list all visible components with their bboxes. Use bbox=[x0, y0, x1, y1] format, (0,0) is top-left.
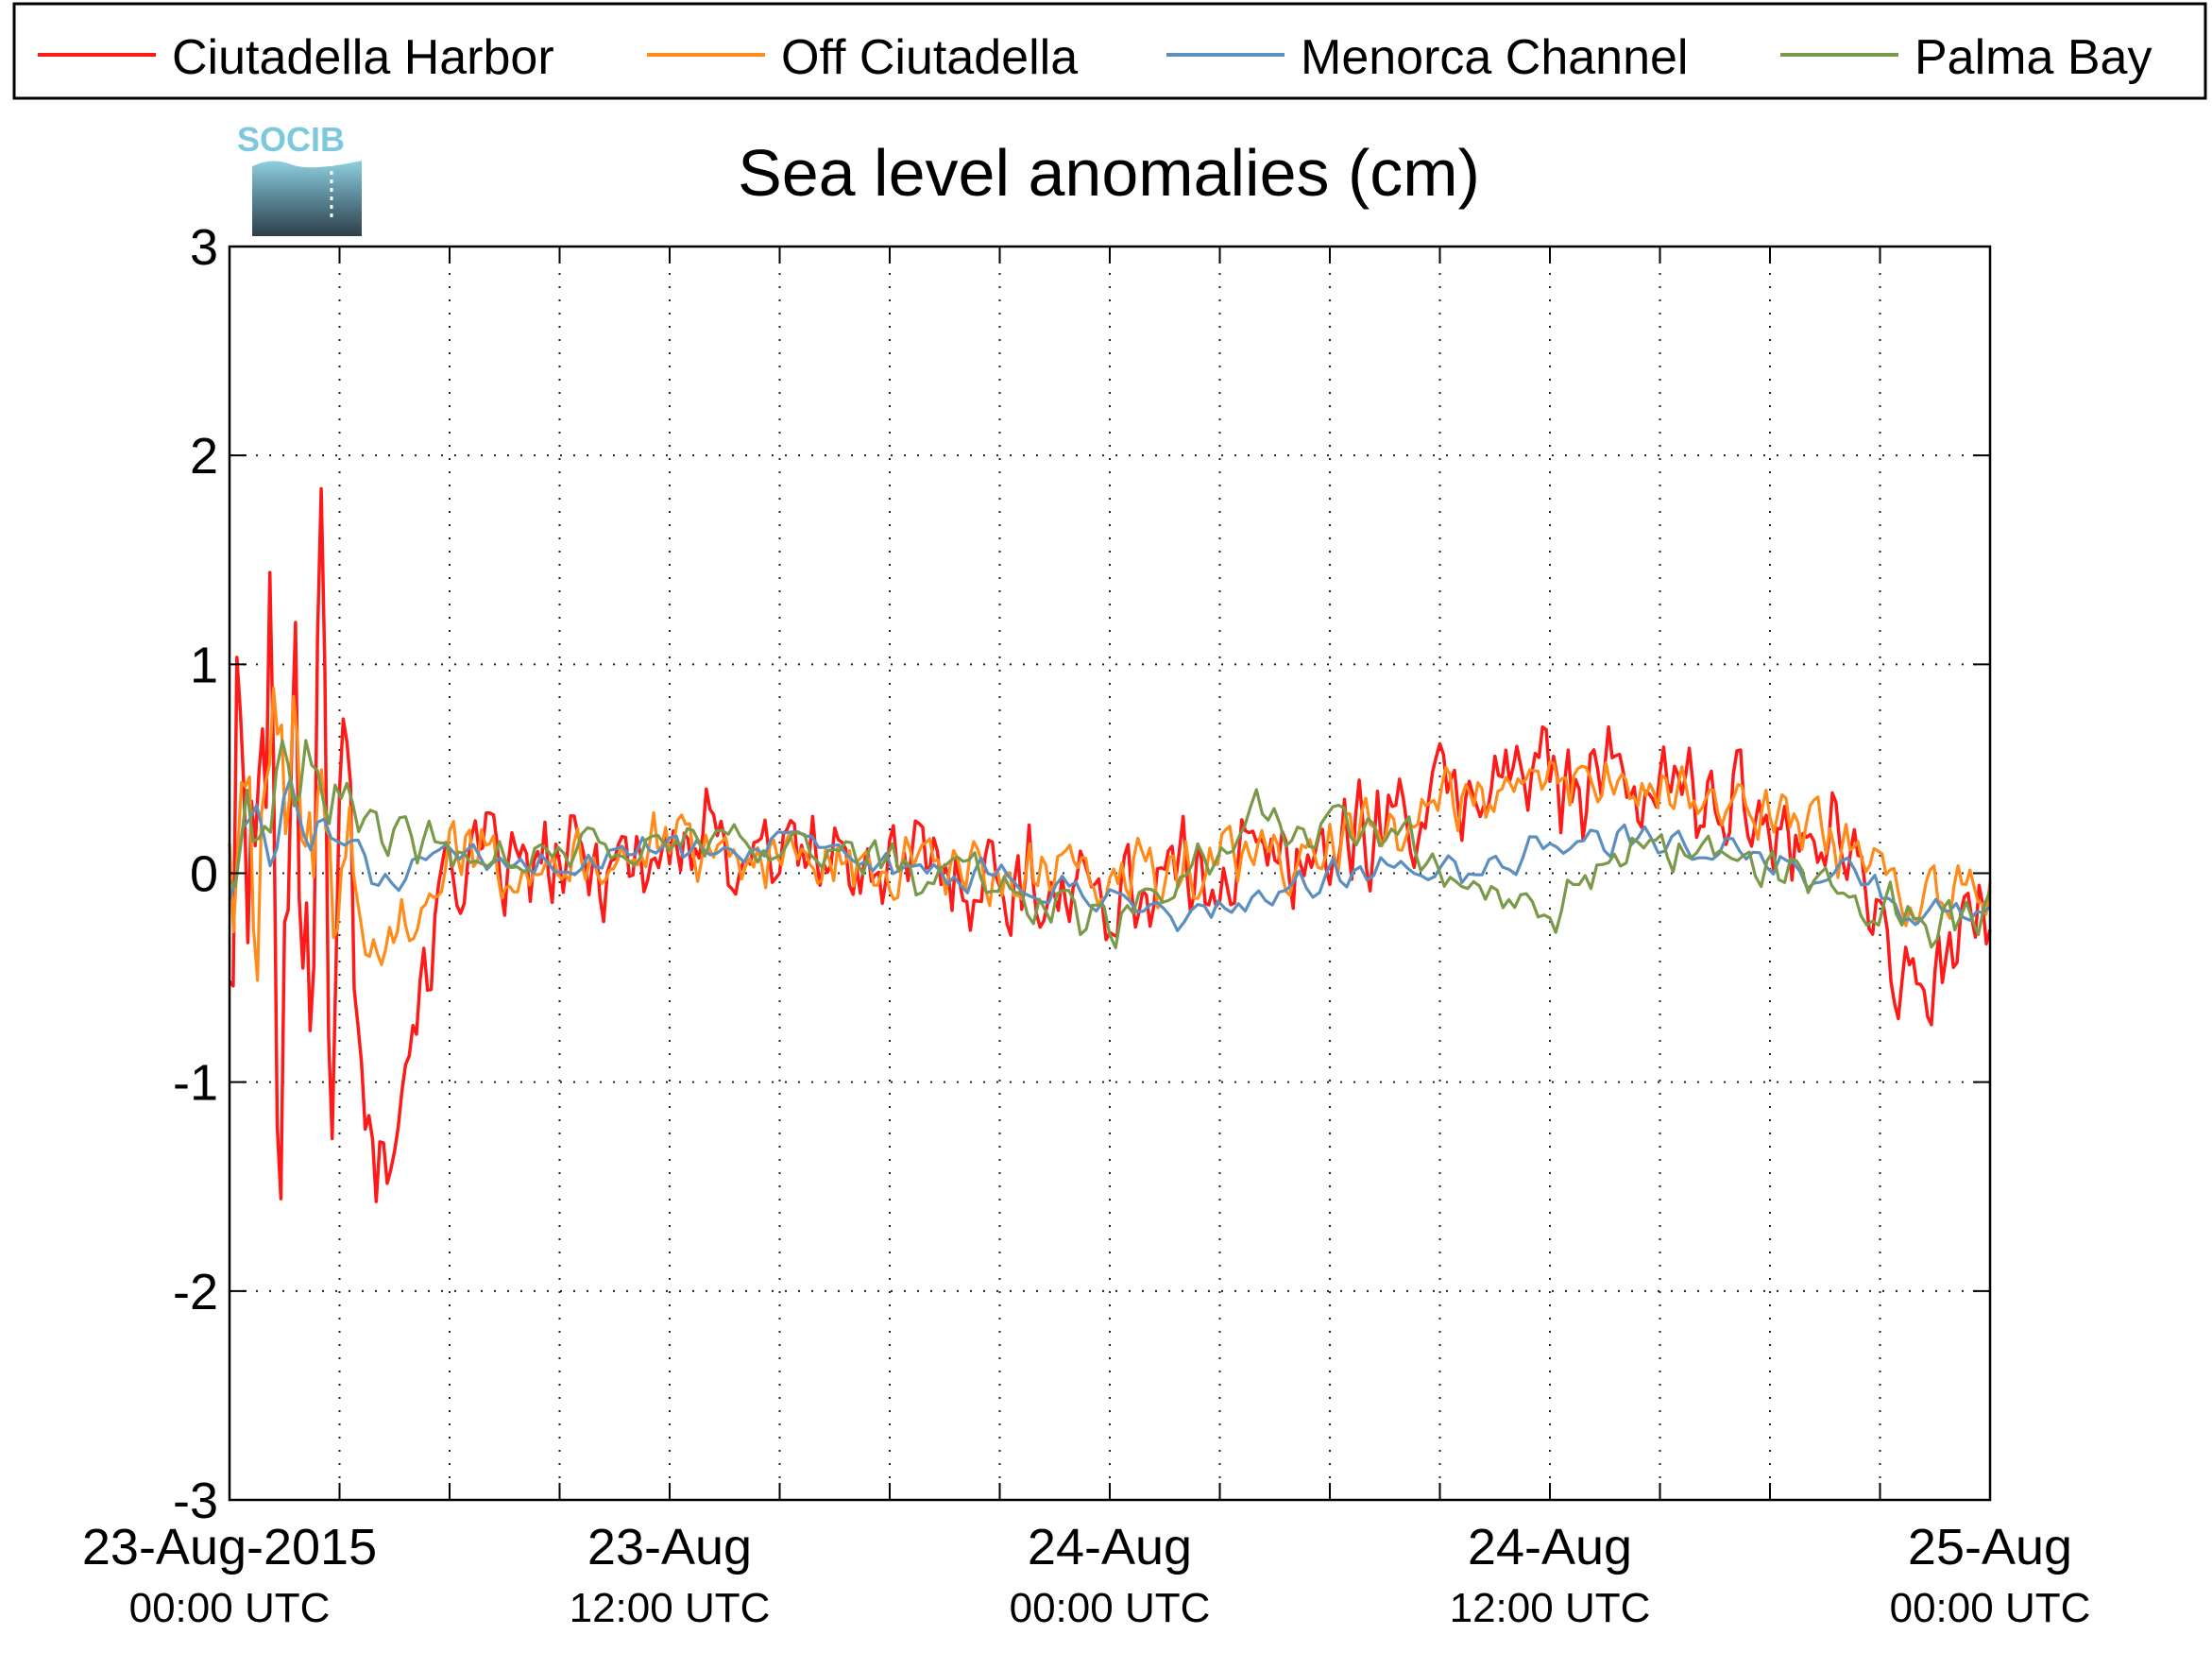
legend-label: Menorca Channel bbox=[1301, 30, 1688, 85]
y-tick-label: -1 bbox=[173, 1055, 218, 1112]
plot-area bbox=[230, 247, 1990, 1500]
y-tick-label: -3 bbox=[173, 1473, 218, 1529]
y-tick-labels: -3 -2 -1 0 1 2 3 bbox=[173, 219, 218, 1529]
logo-text: SOCIB bbox=[237, 120, 345, 159]
axis-ticks bbox=[229, 246, 1991, 1501]
x-tick-label-date: 24-Aug bbox=[1028, 1519, 1192, 1575]
series-line-2 bbox=[228, 777, 1992, 932]
x-tick-label-time: 12:00 UTC bbox=[570, 1585, 771, 1631]
legend-box bbox=[12, 2, 2207, 100]
x-tick-label-date: 23-Aug bbox=[587, 1519, 752, 1575]
x-tick-label-time: 00:00 UTC bbox=[1890, 1585, 2091, 1631]
series-line-1 bbox=[228, 687, 1992, 982]
chart-title: Sea level anomalies (cm) bbox=[738, 136, 1480, 210]
y-tick-label: 0 bbox=[190, 846, 218, 903]
socib-logo: SOCIB bbox=[237, 120, 362, 236]
x-tick-labels: 23-Aug-2015 00:00 UTC 23-Aug 12:00 UTC 24-Au… bbox=[82, 1519, 2091, 1631]
y-tick-label: 2 bbox=[190, 428, 218, 485]
x-tick-label-time: 00:00 UTC bbox=[1010, 1585, 1211, 1631]
x-tick-label-date: 23-Aug-2015 bbox=[82, 1519, 377, 1575]
series-lines bbox=[228, 486, 1992, 1203]
legend-label: Ciutadella Harbor bbox=[172, 30, 554, 85]
y-tick-label: -2 bbox=[173, 1264, 218, 1320]
x-tick-label-date: 25-Aug bbox=[1908, 1519, 2072, 1575]
x-tick-label-time: 00:00 UTC bbox=[129, 1585, 331, 1631]
legend: Ciutadella Harbor Off Ciutadella Menorca C… bbox=[38, 30, 2152, 85]
x-tick-label-date: 24-Aug bbox=[1468, 1519, 1632, 1575]
legend-label: Off Ciutadella bbox=[781, 30, 1078, 85]
series-line-3 bbox=[228, 739, 1992, 949]
y-tick-label: 1 bbox=[190, 637, 218, 693]
y-tick-label: 3 bbox=[190, 219, 218, 276]
x-tick-label-time: 12:00 UTC bbox=[1450, 1585, 1651, 1631]
legend-label: Palma Bay bbox=[1914, 30, 2152, 85]
